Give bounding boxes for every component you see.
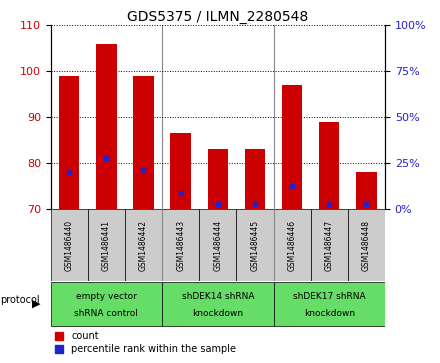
Text: GSM1486443: GSM1486443 <box>176 220 185 271</box>
Legend: count, percentile rank within the sample: count, percentile rank within the sample <box>55 331 236 354</box>
Text: protocol: protocol <box>0 295 40 305</box>
Bar <box>170 133 191 209</box>
Title: GDS5375 / ILMN_2280548: GDS5375 / ILMN_2280548 <box>127 11 308 24</box>
Text: shDEK14 shRNA: shDEK14 shRNA <box>182 292 254 301</box>
FancyBboxPatch shape <box>51 282 162 326</box>
FancyBboxPatch shape <box>125 209 162 281</box>
Text: shRNA control: shRNA control <box>74 309 138 318</box>
Text: GSM1486445: GSM1486445 <box>250 220 260 271</box>
Text: empty vector: empty vector <box>76 292 137 301</box>
Text: GSM1486440: GSM1486440 <box>65 220 73 271</box>
Text: GSM1486446: GSM1486446 <box>288 220 297 271</box>
Text: GSM1486447: GSM1486447 <box>325 220 334 271</box>
Bar <box>356 172 377 209</box>
FancyBboxPatch shape <box>274 209 311 281</box>
Text: knockdown: knockdown <box>304 309 355 318</box>
Text: GSM1486441: GSM1486441 <box>102 220 111 270</box>
Text: shDEK17 shRNA: shDEK17 shRNA <box>293 292 366 301</box>
Text: GSM1486444: GSM1486444 <box>213 220 222 271</box>
FancyBboxPatch shape <box>311 209 348 281</box>
FancyBboxPatch shape <box>348 209 385 281</box>
Text: knockdown: knockdown <box>192 309 243 318</box>
FancyBboxPatch shape <box>162 282 274 326</box>
Bar <box>319 122 340 209</box>
FancyBboxPatch shape <box>274 282 385 326</box>
FancyBboxPatch shape <box>199 209 236 281</box>
Text: GSM1486448: GSM1486448 <box>362 220 371 270</box>
Text: ▶: ▶ <box>32 299 40 309</box>
Bar <box>96 44 117 209</box>
Bar <box>59 76 79 209</box>
Bar <box>282 85 302 209</box>
FancyBboxPatch shape <box>236 209 274 281</box>
FancyBboxPatch shape <box>162 209 199 281</box>
Bar <box>245 149 265 209</box>
FancyBboxPatch shape <box>51 209 88 281</box>
Text: GSM1486442: GSM1486442 <box>139 220 148 270</box>
Bar <box>133 76 154 209</box>
FancyBboxPatch shape <box>88 209 125 281</box>
Bar <box>208 149 228 209</box>
